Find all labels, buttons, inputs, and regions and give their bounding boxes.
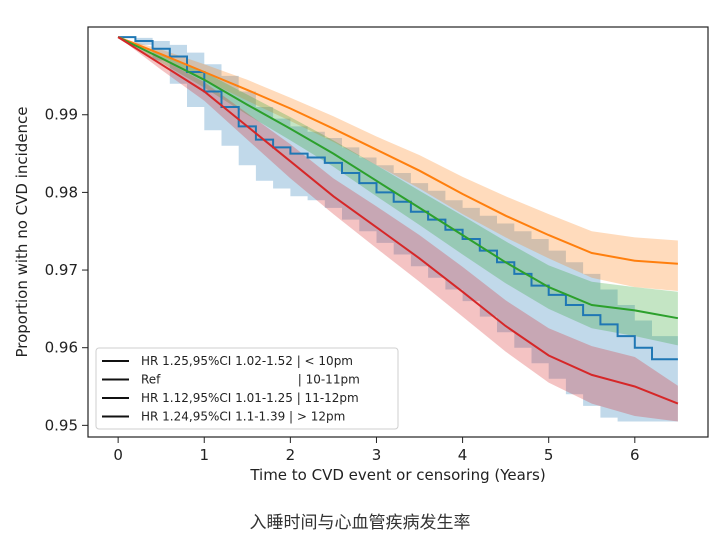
- x-tick-label: 2: [286, 446, 296, 464]
- y-tick-label: 0.97: [45, 261, 78, 279]
- x-axis-ticks: 0 1 2 3 4 5 6: [113, 437, 640, 464]
- legend-entry: HR 1.25,95%CI 1.02-1.52 | < 10pm: [141, 354, 353, 368]
- ci-band-1: [118, 37, 678, 422]
- x-tick-label: 5: [544, 446, 554, 464]
- confidence-bands: [118, 37, 678, 422]
- km-chart: 0 1 2 3 4 5 6 0.95 0.96 0.97 0.98 0.99 Time to CVD…: [13, 26, 709, 484]
- x-tick-label: 1: [199, 446, 209, 464]
- ci-band-4: [118, 37, 678, 422]
- plot-frame: [87, 26, 709, 438]
- y-tick-label: 0.96: [45, 339, 78, 357]
- figure-caption: 入睡时间与心血管疾病发生率: [249, 513, 471, 533]
- x-tick-label: 4: [458, 446, 468, 464]
- x-tick-label: 3: [372, 446, 382, 464]
- legend-box: [95, 347, 399, 430]
- x-tick-label: 0: [113, 446, 123, 464]
- legend-entry: HR 1.12,95%CI 1.01-1.25 | 11-12pm: [141, 391, 359, 405]
- legend-entry: HR 1.24,95%CI 1.1-1.39 | > 12pm: [141, 410, 345, 424]
- y-tick-label: 0.98: [45, 183, 78, 201]
- legend: HR 1.25,95%CI 1.02-1.52 | < 10pm Ref | 10…: [95, 347, 399, 430]
- survival-curves: [117, 36, 679, 405]
- series-line-3: [117, 36, 679, 320]
- y-axis-ticks: 0.95 0.96 0.97 0.98 0.99: [45, 106, 88, 434]
- y-tick-label: 0.95: [45, 416, 78, 434]
- ci-band-2: [118, 37, 678, 291]
- series-line-1: [118, 36, 678, 361]
- y-tick-label: 0.99: [45, 106, 78, 124]
- x-axis-label: Time to CVD event or censoring (Years): [249, 466, 545, 484]
- legend-entry: Ref | 10-11pm: [141, 373, 360, 387]
- x-tick-label: 6: [630, 446, 640, 464]
- y-axis-label: Proportion with no CVD incidence: [13, 106, 31, 357]
- ci-band-3: [118, 37, 678, 346]
- series-line-4: [117, 36, 679, 405]
- series-line-2: [117, 36, 678, 265]
